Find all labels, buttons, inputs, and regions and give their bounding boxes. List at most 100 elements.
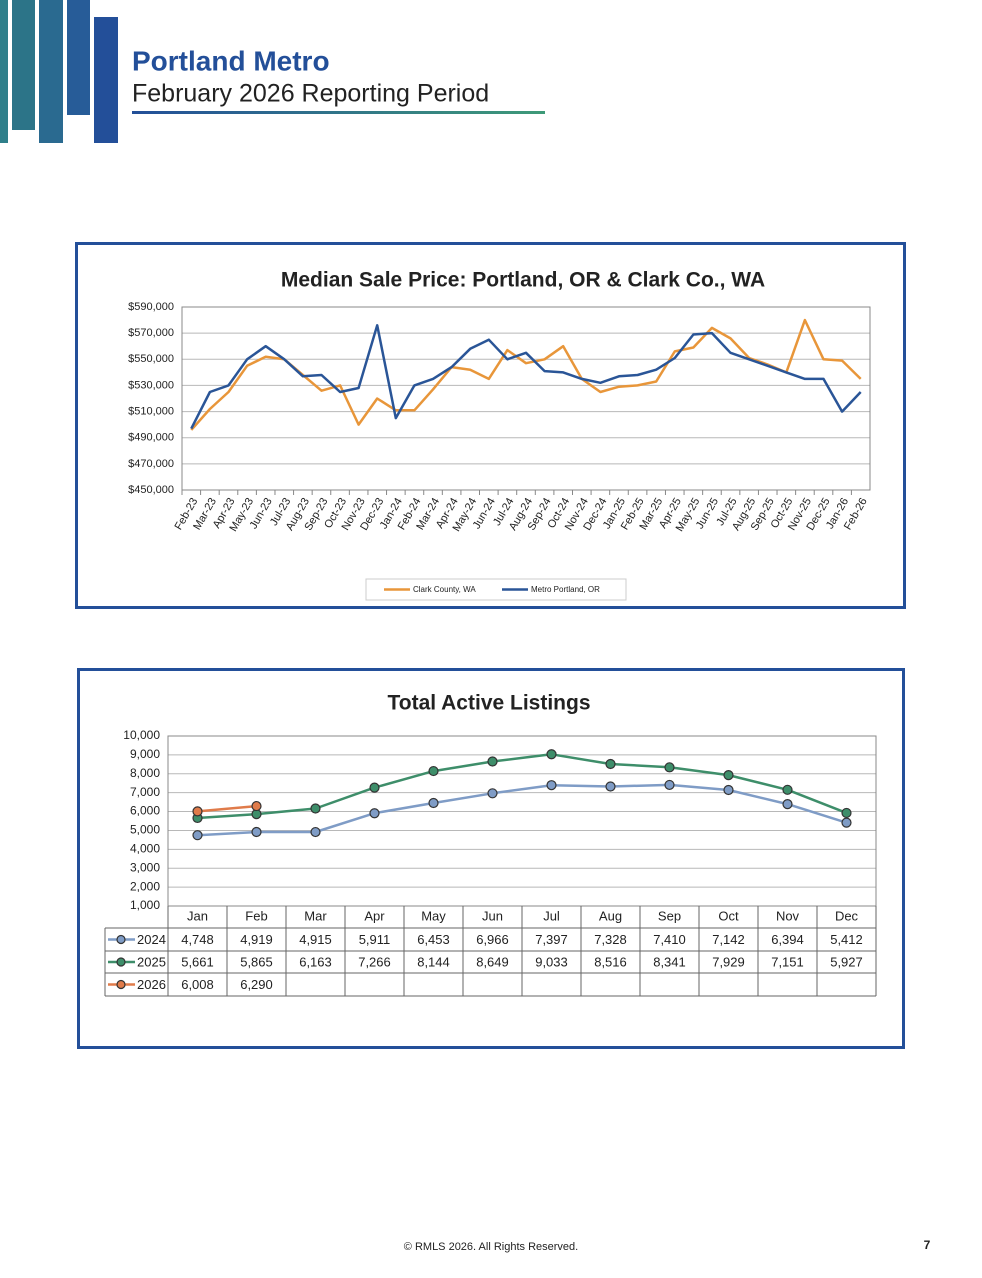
series-marker bbox=[605, 781, 616, 792]
series-line bbox=[197, 804, 257, 813]
page-title: Portland Metro bbox=[132, 45, 330, 76]
footer-copyright: © RMLS 2026. All Rights Reserved. bbox=[404, 1241, 578, 1253]
page-subtitle: February 2026 Reporting Period bbox=[132, 80, 489, 108]
legend-marker bbox=[116, 957, 126, 967]
chart-frame bbox=[77, 668, 905, 1049]
y-tick-label: $590,000 bbox=[128, 301, 174, 313]
charts: Median Sale Price: Portland, OR & Clark … bbox=[104, 269, 877, 997]
table-value: 8,516 bbox=[594, 954, 627, 969]
page-number: 7 bbox=[924, 1238, 931, 1252]
header-bar bbox=[39, 0, 63, 143]
table-value: 4,919 bbox=[240, 932, 273, 947]
y-tick-label: $530,000 bbox=[128, 379, 174, 391]
chart-title: Total Active Listings bbox=[387, 692, 590, 715]
plot-frame bbox=[181, 306, 871, 491]
y-tick-label: 10,000 bbox=[123, 728, 160, 742]
table-value: 7,151 bbox=[771, 954, 804, 969]
table-header: Apr bbox=[364, 908, 385, 923]
table-value: 6,394 bbox=[771, 932, 804, 947]
legend-label: Metro Portland, OR bbox=[531, 585, 600, 594]
y-tick-label: 4,000 bbox=[130, 842, 160, 856]
y-tick-label: $510,000 bbox=[128, 405, 174, 417]
series-marker bbox=[369, 782, 380, 793]
table-value: 7,328 bbox=[594, 932, 627, 947]
series-line bbox=[197, 783, 847, 837]
chart-title: Median Sale Price: Portland, OR & Clark … bbox=[281, 269, 765, 292]
table-value: 5,412 bbox=[830, 932, 863, 947]
table-value: 8,144 bbox=[417, 954, 450, 969]
header-bar bbox=[12, 0, 35, 130]
table-value: 7,929 bbox=[712, 954, 745, 969]
series-marker bbox=[369, 808, 380, 819]
table-value: 5,865 bbox=[240, 954, 273, 969]
series-marker bbox=[664, 779, 675, 791]
table-header: Jun bbox=[482, 908, 503, 923]
legend-label: 2026 bbox=[137, 977, 166, 992]
table-header: Nov bbox=[776, 908, 800, 923]
series-marker bbox=[546, 749, 557, 760]
legend-box bbox=[365, 578, 627, 601]
series-marker bbox=[782, 799, 793, 810]
table-value: 7,410 bbox=[653, 932, 686, 947]
series-marker bbox=[192, 830, 203, 841]
table-value: 6,966 bbox=[476, 932, 509, 947]
series-marker bbox=[428, 797, 439, 809]
table-value: 8,341 bbox=[653, 954, 686, 969]
y-tick-label: 6,000 bbox=[130, 804, 160, 818]
table-value: 6,008 bbox=[181, 977, 214, 992]
table-value: 5,927 bbox=[830, 954, 863, 969]
table-value: 7,266 bbox=[358, 954, 391, 969]
header-bar bbox=[67, 0, 90, 115]
table-value: 5,911 bbox=[359, 932, 391, 947]
y-tick-label: $470,000 bbox=[128, 458, 174, 470]
y-tick-label: 7,000 bbox=[130, 785, 160, 799]
header-bar bbox=[0, 0, 8, 143]
series-marker bbox=[723, 770, 734, 781]
series-marker bbox=[841, 807, 852, 819]
series-line bbox=[197, 753, 847, 820]
y-tick-label: 2,000 bbox=[130, 879, 160, 893]
series-marker bbox=[782, 784, 793, 795]
legend-label: 2025 bbox=[137, 954, 166, 969]
legend-label: Clark County, WA bbox=[413, 585, 476, 594]
table-header: Aug bbox=[599, 908, 622, 923]
y-tick-label: $550,000 bbox=[128, 353, 174, 365]
y-tick-label: 3,000 bbox=[130, 860, 160, 874]
header-bar bbox=[94, 17, 118, 143]
table-value: 4,748 bbox=[181, 932, 214, 947]
series-marker bbox=[546, 780, 557, 791]
series-marker bbox=[192, 806, 203, 817]
table-header: Feb bbox=[245, 908, 267, 923]
table-header: Dec bbox=[835, 908, 859, 923]
series-marker bbox=[487, 756, 498, 767]
title-underline bbox=[132, 111, 545, 114]
series-line bbox=[190, 324, 862, 430]
legend-marker bbox=[116, 979, 126, 990]
y-tick-label: 8,000 bbox=[130, 766, 160, 780]
table-value: 6,290 bbox=[240, 977, 273, 992]
y-tick-label: $570,000 bbox=[128, 327, 174, 339]
table-header: May bbox=[421, 908, 446, 923]
table-value: 7,142 bbox=[712, 932, 745, 947]
series-marker bbox=[251, 800, 262, 812]
series-marker bbox=[428, 765, 439, 777]
series-marker bbox=[723, 784, 734, 796]
table-value: 6,453 bbox=[417, 932, 450, 947]
table-value: 5,661 bbox=[181, 954, 214, 969]
y-tick-label: 9,000 bbox=[130, 747, 160, 761]
series-marker bbox=[310, 803, 321, 814]
legend-marker bbox=[116, 934, 126, 945]
table-value: 9,033 bbox=[535, 954, 568, 969]
table-value: 4,915 bbox=[299, 932, 332, 947]
series-marker bbox=[251, 826, 262, 838]
table-header: Mar bbox=[304, 908, 327, 923]
table-header: Jul bbox=[543, 908, 560, 923]
table-header: Oct bbox=[718, 908, 739, 923]
y-tick-label: $450,000 bbox=[128, 484, 174, 496]
y-tick-label: 5,000 bbox=[130, 823, 160, 837]
table-value: 6,163 bbox=[299, 954, 332, 969]
table-value: 7,397 bbox=[535, 932, 568, 947]
y-tick-label: $490,000 bbox=[128, 432, 174, 444]
table-value: 8,649 bbox=[476, 954, 509, 969]
